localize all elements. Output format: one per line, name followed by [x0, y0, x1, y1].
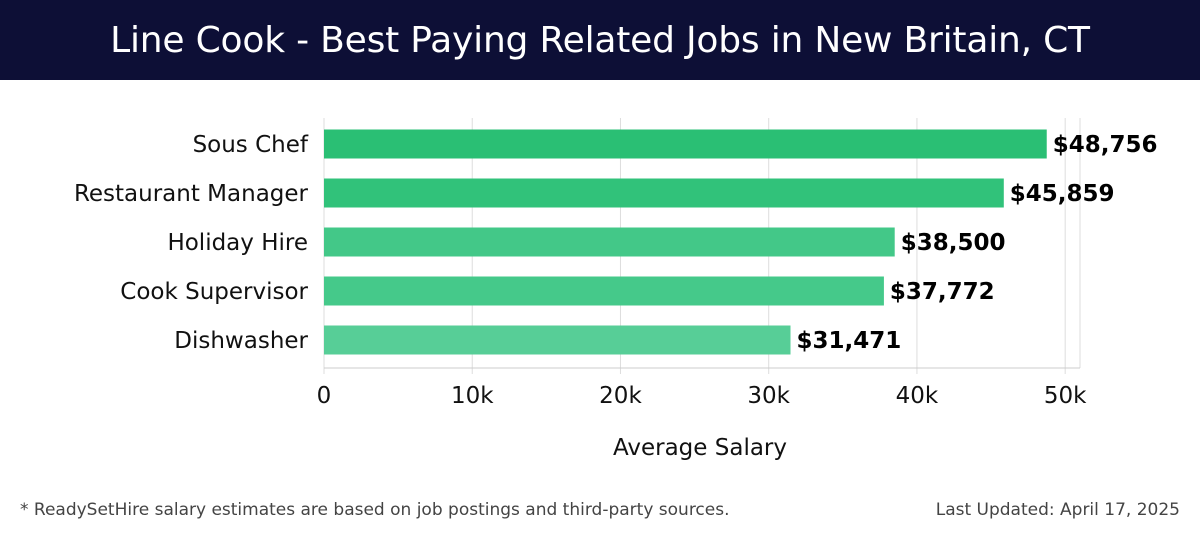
bar — [324, 227, 895, 257]
value-label: $45,859 — [1010, 181, 1115, 207]
bar — [324, 178, 1004, 208]
bar-chart: 0 10k 20k 30k 40k 50k Sous Chef Restaurant Man… — [74, 118, 1158, 461]
value-label: $48,756 — [1053, 132, 1158, 158]
x-tick-label: 20k — [599, 383, 642, 409]
bar — [324, 325, 791, 355]
category-label: Dishwasher — [174, 328, 308, 354]
category-label: Cook Supervisor — [120, 279, 308, 305]
category-labels: Sous Chef Restaurant Manager Holiday Hire C… — [74, 132, 309, 354]
category-label: Restaurant Manager — [74, 181, 309, 207]
bar — [324, 276, 884, 306]
chart-title: Line Cook - Best Paying Related Jobs in … — [110, 19, 1090, 61]
category-label: Holiday Hire — [167, 230, 308, 256]
x-tick-label: 30k — [747, 383, 790, 409]
bar — [324, 129, 1047, 159]
value-labels: $48,756 $45,859$38,500 $37,772 $31,471 — [797, 132, 1158, 354]
footer-last-updated: Last Updated: April 17, 2025 — [935, 500, 1180, 520]
x-tick-label: 40k — [896, 383, 939, 409]
x-axis: 0 10k 20k 30k 40k 50k — [317, 367, 1087, 409]
value-label: $31,471 — [797, 328, 902, 354]
x-tick-label: 50k — [1044, 383, 1087, 409]
footer-disclaimer: * ReadySetHire salary estimates are base… — [20, 500, 730, 520]
value-label: $37,772 — [890, 279, 995, 305]
bars — [324, 129, 1047, 355]
value-label: $38,500 — [901, 230, 1006, 256]
x-tick-label: 10k — [451, 383, 494, 409]
category-label: Sous Chef — [193, 132, 309, 158]
x-tick-label: 0 — [317, 383, 332, 409]
title-bar: Line Cook - Best Paying Related Jobs in … — [0, 0, 1200, 80]
x-axis-title: Average Salary — [613, 435, 787, 461]
